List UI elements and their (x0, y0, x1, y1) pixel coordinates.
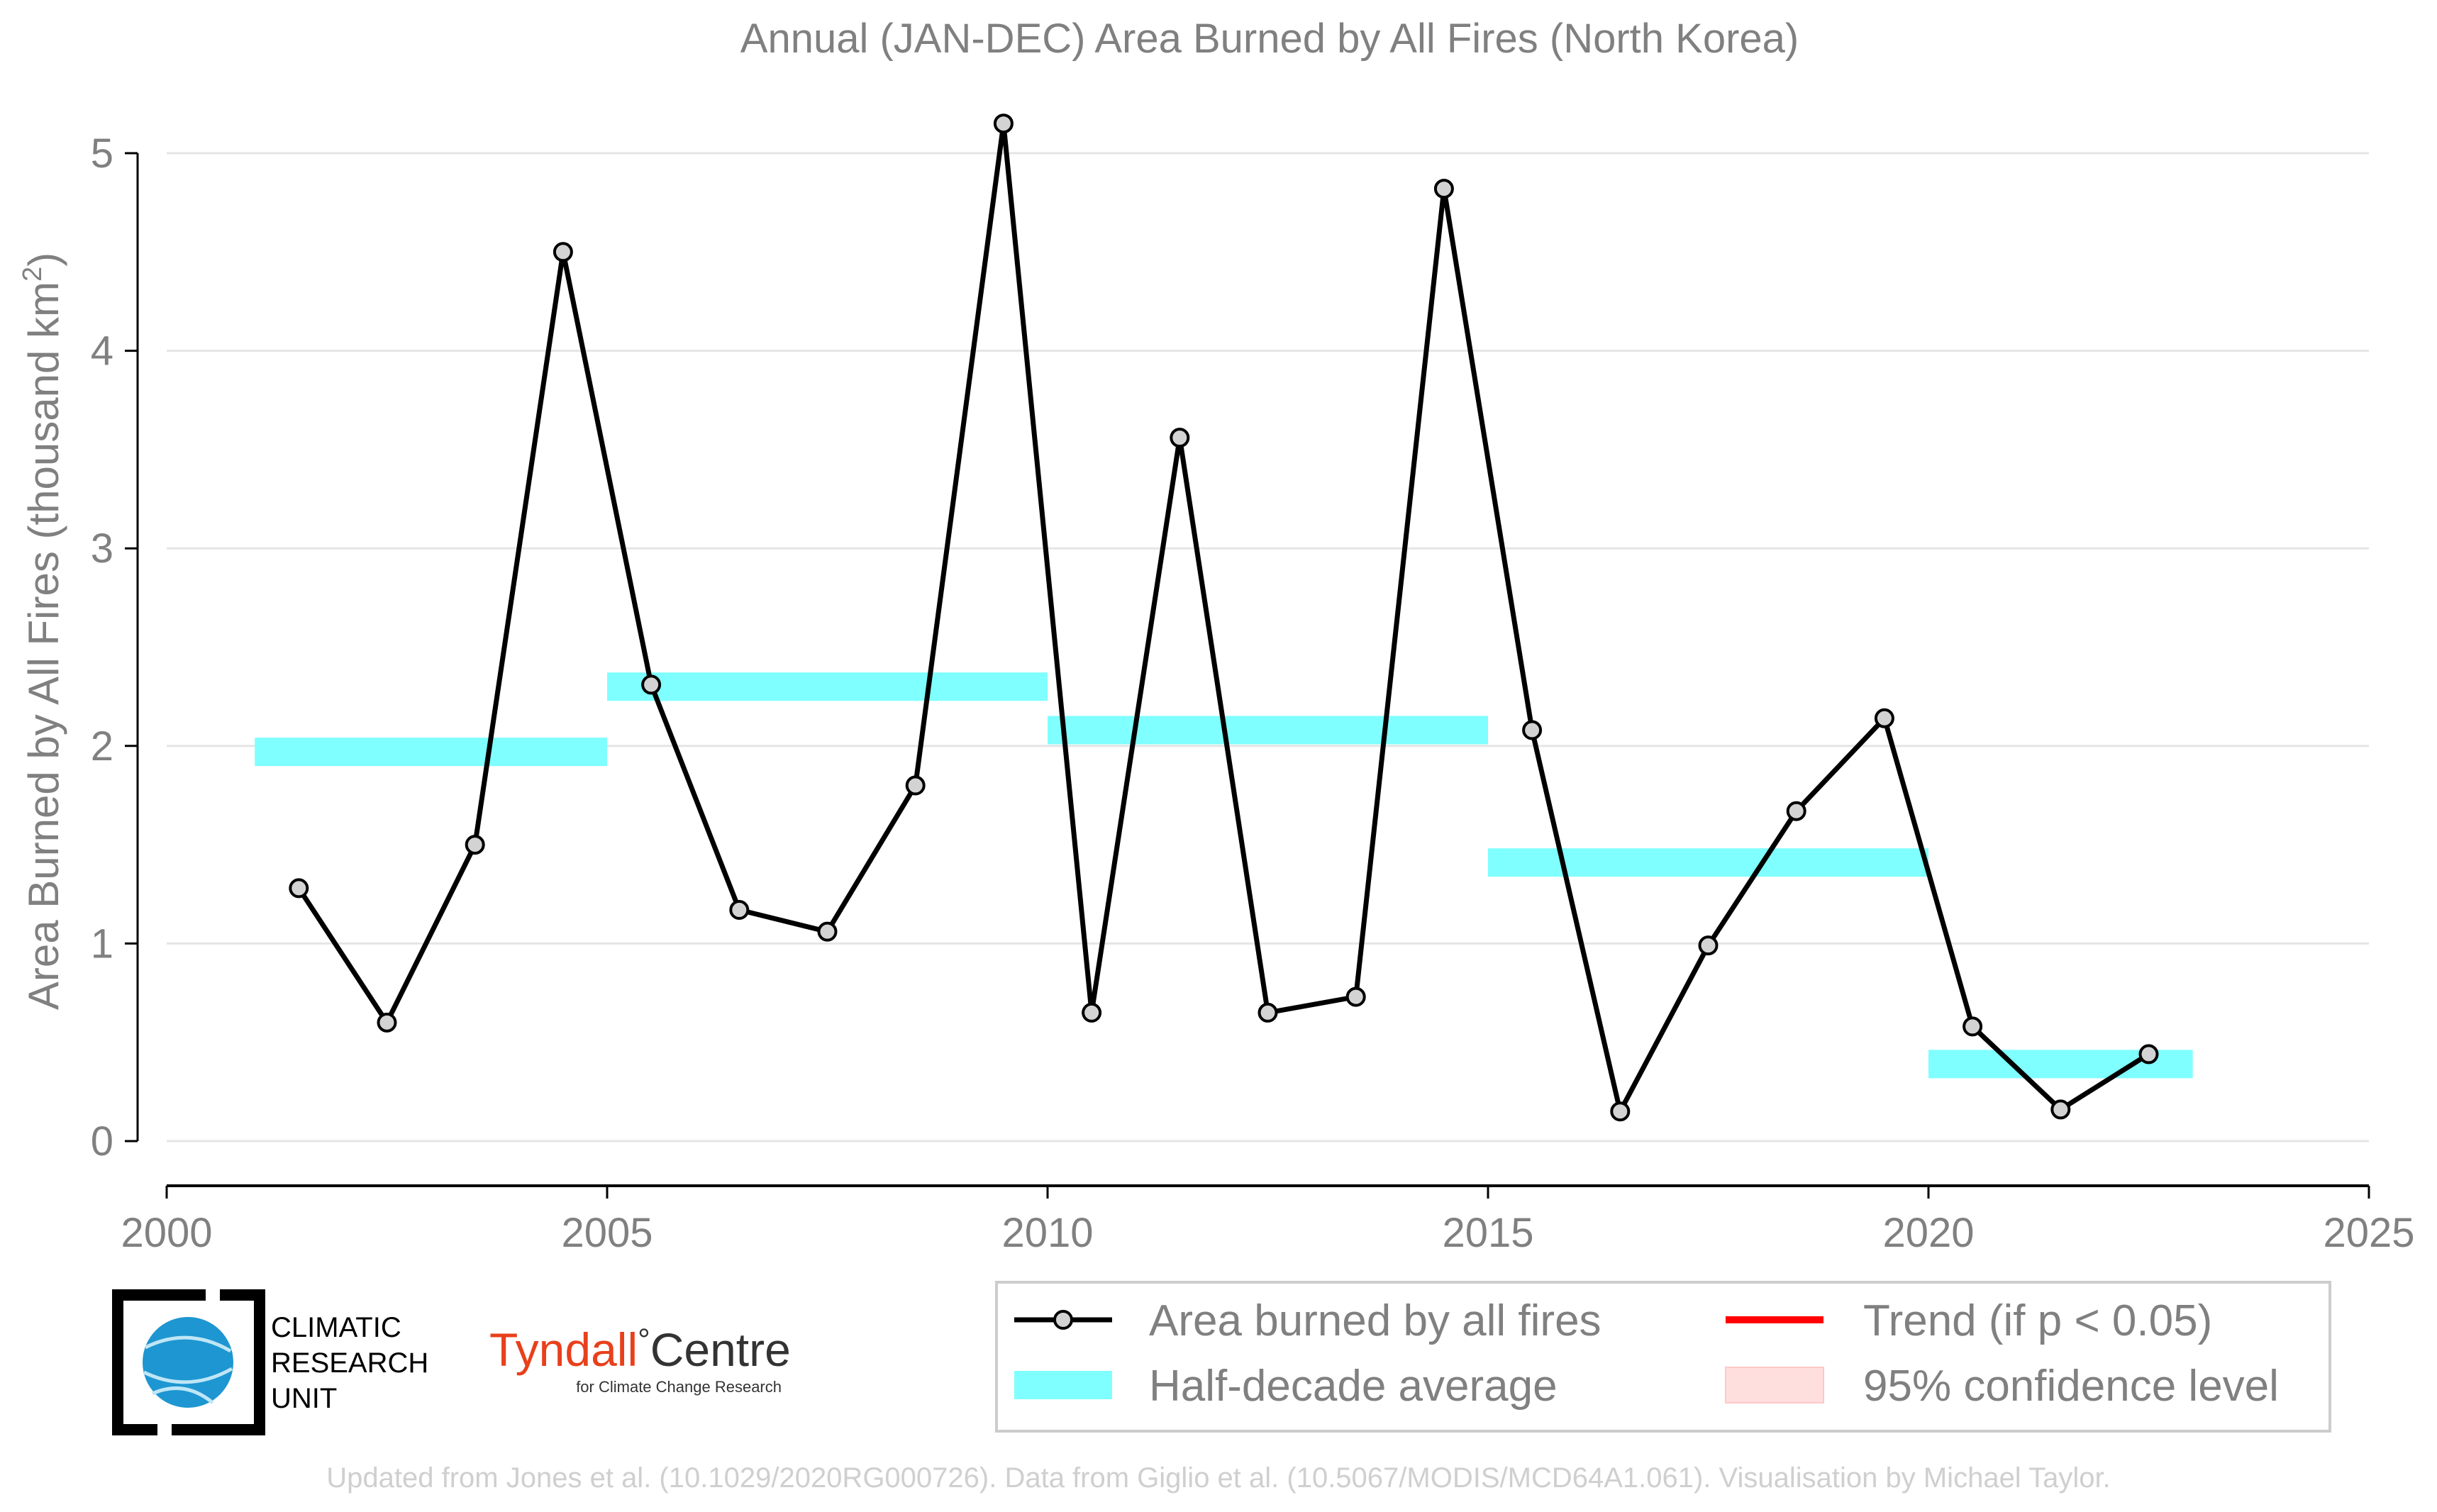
series-area-burned (289, 113, 2159, 1122)
y-axis-label-superscript: 2 (18, 267, 48, 282)
y-tick-label: 3 (91, 526, 113, 572)
y-tick-label: 5 (91, 130, 113, 177)
x-axis: 2000 2005 2010 2015 2020 2025 (121, 1184, 2415, 1256)
legend-swatch-area-burned-marker (1053, 1310, 1073, 1330)
data-point (641, 674, 662, 695)
half-decade-band (1488, 848, 1928, 877)
data-point (1345, 986, 1366, 1007)
data-point (1610, 1101, 1631, 1122)
cru-logo-line-2: RESEARCH (271, 1347, 428, 1379)
x-tick-label: 2025 (2323, 1210, 2414, 1256)
cru-logo-frame (112, 1289, 265, 1435)
data-point (465, 835, 485, 855)
y-tick-label: 2 (91, 723, 113, 769)
legend-swatch-half-decade (1014, 1371, 1112, 1399)
data-point (2138, 1044, 2159, 1064)
legend-label-confidence: 95% confidence level (1863, 1362, 2279, 1411)
data-point (1874, 708, 1894, 728)
data-point (1258, 1002, 1278, 1023)
globe-lines (143, 1335, 233, 1404)
cru-logo-line-1: CLIMATIC (271, 1312, 401, 1343)
x-tick-label: 2020 (1882, 1210, 1974, 1256)
data-point (1082, 1002, 1102, 1023)
tyndall-logo: Tyndall°Centre for Climate Change Resear… (489, 1323, 791, 1396)
tyndall-logo-tagline: for Climate Change Research (576, 1378, 782, 1396)
legend-label-half-decade: Half-decade average (1149, 1362, 1558, 1411)
data-point (1433, 179, 1454, 199)
y-axis-label-close: ) (20, 252, 67, 267)
half-decade-band (255, 738, 607, 767)
data-point (1170, 428, 1190, 448)
tyndall-logo-wordmark: Tyndall°Centre (489, 1323, 791, 1376)
cru-logo-line-3: UNIT (271, 1383, 337, 1414)
data-point (553, 242, 573, 262)
data-point (289, 878, 309, 899)
data-point (1522, 720, 1543, 740)
data-point (729, 900, 750, 921)
y-axis-label-text: Area Burned by All Fires (thousand km (20, 282, 67, 1010)
y-tick-label: 0 (91, 1118, 113, 1164)
y-axis: 0 1 2 3 4 5 (91, 130, 139, 1164)
footer-credits: Updated from Jones et al. (10.1029/2020R… (326, 1462, 2110, 1494)
tyndall-logo-degree: ° (638, 1323, 650, 1357)
series-line (296, 121, 2150, 1114)
half-decade-band (607, 672, 1048, 701)
tyndall-logo-centre: Centre (650, 1323, 791, 1376)
legend-swatch-confidence (1725, 1367, 1824, 1403)
x-tick-label: 2015 (1442, 1210, 1533, 1256)
data-point (1963, 1016, 1983, 1037)
data-point (993, 113, 1014, 134)
globe-icon (143, 1317, 233, 1408)
data-point (2050, 1099, 2071, 1120)
cru-logo: CLIMATIC RESEARCH UNIT (112, 1289, 428, 1435)
data-point (1786, 801, 1806, 821)
legend: Area burned by all fires Trend (if p < 0… (995, 1281, 2331, 1433)
data-point (817, 921, 838, 942)
y-tick-label: 1 (91, 921, 113, 967)
tyndall-logo-name: Tyndall (489, 1323, 638, 1376)
data-point (1698, 935, 1719, 956)
data-point (377, 1012, 397, 1033)
x-tick-label: 2000 (121, 1210, 212, 1256)
y-tick-label: 4 (91, 328, 113, 374)
x-tick-label: 2005 (561, 1210, 653, 1256)
legend-frame (995, 1281, 2331, 1433)
legend-label-trend: Trend (if p < 0.05) (1863, 1296, 2212, 1345)
chart-title: Annual (JAN-DEC) Area Burned by All Fire… (740, 16, 1799, 62)
y-axis-label: Area Burned by All Fires (thousand km2) (18, 252, 67, 1010)
data-point (905, 775, 926, 796)
x-tick-label: 2010 (1001, 1210, 1093, 1256)
grid-lines (167, 152, 2369, 1143)
half-decade-band (1048, 716, 1488, 745)
legend-label-area-burned: Area burned by all fires (1149, 1296, 1601, 1345)
